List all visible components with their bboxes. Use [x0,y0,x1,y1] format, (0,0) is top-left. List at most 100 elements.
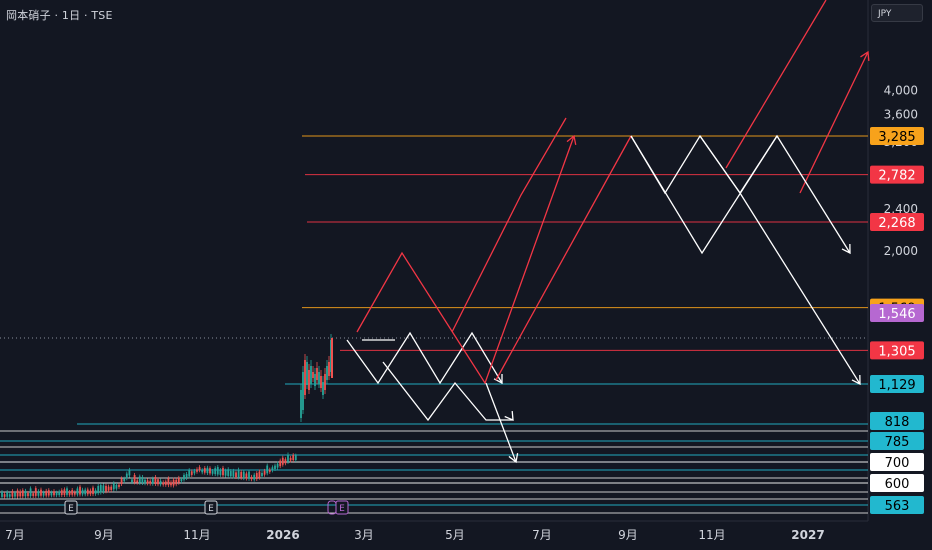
price-badge-2782: 2,782 [870,165,924,184]
candle-body [84,489,87,495]
candle-body [308,370,310,390]
candle-body [219,470,222,475]
candle-body [125,473,128,479]
arrow-head [566,134,577,145]
price-badge-bg [870,474,924,492]
price-badge-bg [870,341,924,360]
time-tick-label: 5月 [445,528,465,542]
candle-body [151,478,154,484]
earnings-marker: E [204,500,218,515]
arrow-head [851,374,861,386]
candle-body [322,382,324,395]
candle-body [172,479,175,486]
candle-body [79,486,81,495]
candle-body [183,474,185,480]
candle-body [248,471,250,479]
candle-body [240,471,243,478]
candle-body [326,366,328,380]
candle-body [102,485,105,492]
candle-body [81,489,84,495]
candle-body [306,362,308,385]
candle-body [47,490,50,496]
time-tick-label: 9月 [618,528,638,542]
candle-body [63,489,66,495]
candle-body [304,360,306,395]
currency-selector[interactable]: JPY [871,4,923,22]
earnings-marker-box [64,500,78,515]
candle-body [216,467,219,475]
price-badge-1305: 1,305 [870,341,924,360]
candle-body [242,471,245,479]
candle-body [123,478,126,482]
price-tick-label: 4,000 [884,83,918,97]
candle-body [255,473,258,480]
dividend-marker [327,500,337,515]
candle-body [45,490,48,496]
candle-body [318,372,320,384]
candle-body [55,492,58,496]
candle-body [276,463,279,468]
candle-body [167,478,170,486]
candle-body [14,492,16,497]
candle-body [224,470,227,476]
red-projection-1 [356,135,575,385]
candle-body [8,494,11,497]
candle-body [32,493,35,496]
candle-body [164,481,167,485]
candle-body [128,469,131,476]
candle-body [50,492,53,496]
candle-body [92,487,94,495]
candle-body [271,467,274,471]
earnings-marker: E [64,500,78,515]
candle-body [105,485,107,492]
candle-body [203,468,206,473]
candle-body [211,471,214,474]
candle-body [287,454,289,462]
time-tick-label: 7月 [5,528,25,542]
price-badge-label: 2,268 [878,216,915,231]
time-tick-label: 7月 [532,528,552,542]
candle-body [328,362,330,376]
candle-body [193,470,196,474]
time-tick-label: 11月 [183,528,210,542]
price-badge-bg [870,453,924,471]
candle-body [42,492,45,496]
candle-body [279,460,282,467]
price-badge-label: 1,546 [878,307,915,322]
price-tick-label: 2,000 [884,244,918,258]
candle-body [289,457,292,461]
candle-body [76,488,79,495]
candle-body [237,469,240,478]
candle-body [284,459,287,464]
candle-body [34,488,37,496]
price-badge-2268: 2,268 [870,213,924,232]
candle-body [300,390,302,418]
candle-body [232,470,235,477]
price-badge-3285: 3,285 [870,127,924,145]
red-projection-4 [799,51,869,194]
red-projection-2 [495,135,632,381]
price-badge-600: 600 [870,474,924,492]
price-badge-785: 785 [870,432,924,450]
price-badge-bg [870,304,924,323]
candle-body [118,484,120,487]
candle-body [180,479,183,482]
candle-body [266,465,269,474]
candle-body [112,483,115,490]
arrow-head [508,453,519,464]
price-badge-bg [870,412,924,430]
candle-body [196,469,198,472]
candle-body [58,491,61,496]
price-badge-1129: 1,129 [870,375,924,393]
candle-body [274,465,276,469]
candle-body [188,470,191,477]
candle-body [136,480,139,483]
candle-body [175,479,178,485]
price-badge-1546: 1,546 [870,304,924,323]
candle-body [253,474,256,480]
candle-body [3,494,6,497]
price-badge-label: 1,129 [878,378,915,393]
candle-body [281,457,284,465]
